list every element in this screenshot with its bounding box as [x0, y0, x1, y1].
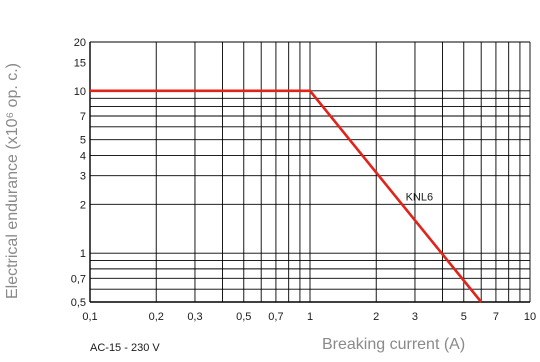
x-tick-label: 3	[412, 311, 418, 323]
y-tick-label: 0,7	[71, 273, 86, 285]
y-tick-label: 7	[80, 111, 86, 123]
series-label-knl6: KNL6	[406, 191, 434, 203]
y-axis-title: Electrical endurance (x10⁶ op. c.)	[4, 63, 21, 299]
y-tick-label: 1	[80, 248, 86, 260]
x-tick-label: 0,1	[82, 311, 97, 323]
y-tick-label: 10	[74, 86, 86, 98]
series-line-knl6	[90, 89, 483, 303]
x-tick-label: 5	[461, 311, 467, 323]
x-tick-label: 0,2	[149, 311, 164, 323]
y-tick-label: 5	[80, 135, 86, 147]
grid	[89, 41, 531, 303]
x-tick-label: 0,5	[236, 311, 251, 323]
y-tick-label: 2	[80, 199, 86, 211]
series-layer	[90, 89, 483, 303]
x-tick-label: 0,7	[268, 311, 283, 323]
y-tick-label: 3	[80, 171, 86, 183]
y-tick-label: 4	[80, 150, 86, 162]
x-tick-label: 7	[493, 311, 499, 323]
x-tick-label: 0,3	[187, 311, 202, 323]
x-tick-label: 2	[373, 311, 379, 323]
tick-labels: 0,1 0,2 0,3 0,5 0,7 1 2 3 5 7 10 0,5 0,7 1 2 3 4 5 7 10 15 20	[71, 37, 536, 323]
x-tick-label: 10	[524, 311, 536, 323]
y-tick-label: 0,5	[71, 297, 86, 309]
x-axis-title: Breaking current (A)	[322, 336, 465, 353]
x-tick-label: 1	[307, 311, 313, 323]
condition-note: AC-15 - 230 V	[90, 342, 160, 354]
y-tick-label: 15	[74, 57, 86, 69]
y-tick-label: 20	[74, 37, 86, 49]
